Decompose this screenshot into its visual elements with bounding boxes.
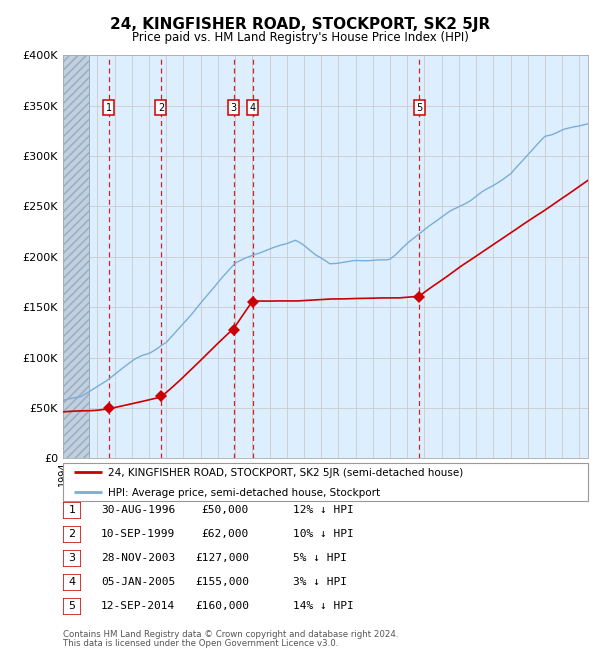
Text: 3: 3 (230, 103, 236, 112)
Text: 5: 5 (416, 103, 422, 112)
Text: £50,000: £50,000 (202, 505, 249, 515)
FancyBboxPatch shape (63, 574, 81, 591)
Text: 2: 2 (158, 103, 164, 112)
Text: 3: 3 (68, 553, 76, 564)
Text: 24, KINGFISHER ROAD, STOCKPORT, SK2 5JR (semi-detached house): 24, KINGFISHER ROAD, STOCKPORT, SK2 5JR … (107, 469, 463, 478)
Text: £160,000: £160,000 (195, 601, 249, 612)
Text: Contains HM Land Registry data © Crown copyright and database right 2024.: Contains HM Land Registry data © Crown c… (63, 630, 398, 639)
Text: 12-SEP-2014: 12-SEP-2014 (101, 601, 175, 612)
FancyBboxPatch shape (63, 550, 81, 567)
FancyBboxPatch shape (63, 526, 81, 543)
Text: Price paid vs. HM Land Registry's House Price Index (HPI): Price paid vs. HM Land Registry's House … (131, 31, 469, 44)
Text: 14% ↓ HPI: 14% ↓ HPI (293, 601, 353, 612)
Text: 3% ↓ HPI: 3% ↓ HPI (293, 577, 347, 588)
Text: £155,000: £155,000 (195, 577, 249, 588)
Text: This data is licensed under the Open Government Licence v3.0.: This data is licensed under the Open Gov… (63, 639, 338, 648)
Text: 12% ↓ HPI: 12% ↓ HPI (293, 505, 353, 515)
Text: 30-AUG-1996: 30-AUG-1996 (101, 505, 175, 515)
Text: 28-NOV-2003: 28-NOV-2003 (101, 553, 175, 564)
Text: 10-SEP-1999: 10-SEP-1999 (101, 529, 175, 539)
FancyBboxPatch shape (63, 598, 81, 615)
Bar (63, 55, 89, 458)
Text: £127,000: £127,000 (195, 553, 249, 564)
Text: 4: 4 (250, 103, 256, 112)
Text: 24, KINGFISHER ROAD, STOCKPORT, SK2 5JR: 24, KINGFISHER ROAD, STOCKPORT, SK2 5JR (110, 17, 490, 32)
Text: 10% ↓ HPI: 10% ↓ HPI (293, 529, 353, 539)
Text: HPI: Average price, semi-detached house, Stockport: HPI: Average price, semi-detached house,… (107, 488, 380, 499)
Text: 4: 4 (68, 577, 76, 588)
Text: 05-JAN-2005: 05-JAN-2005 (101, 577, 175, 588)
FancyBboxPatch shape (63, 463, 588, 500)
Text: 5% ↓ HPI: 5% ↓ HPI (293, 553, 347, 564)
Text: 1: 1 (68, 505, 76, 515)
Text: 2: 2 (68, 529, 76, 539)
Text: £62,000: £62,000 (202, 529, 249, 539)
FancyBboxPatch shape (63, 502, 81, 519)
Text: 5: 5 (68, 601, 76, 612)
Text: 1: 1 (106, 103, 112, 112)
